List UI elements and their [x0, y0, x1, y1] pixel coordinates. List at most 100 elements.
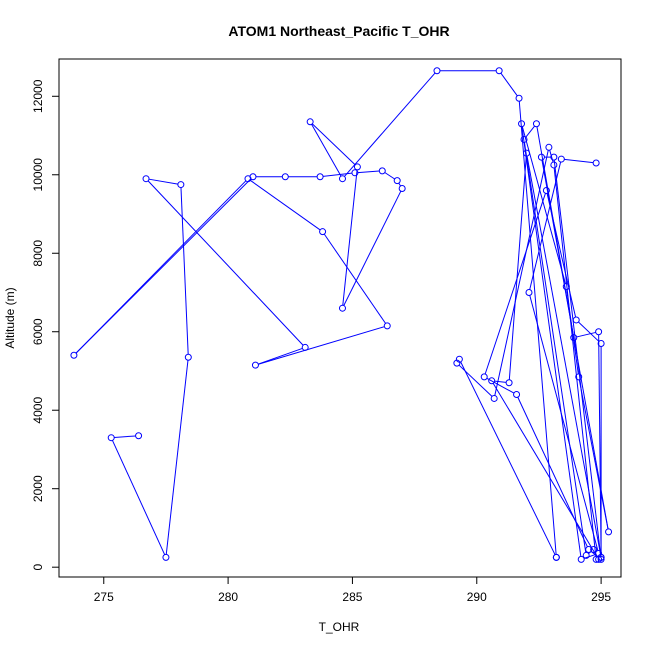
data-point — [537, 153, 545, 161]
data-point — [480, 373, 488, 381]
series-segment — [343, 190, 402, 306]
y-tick-label: 0 — [31, 564, 45, 571]
data-point — [557, 155, 565, 163]
data-point — [319, 228, 327, 236]
data-point — [398, 185, 406, 192]
data-point — [353, 163, 361, 171]
data-point — [378, 167, 386, 175]
data-point — [597, 340, 605, 348]
series-segment — [526, 156, 602, 555]
data-point — [595, 328, 603, 336]
y-tick-label: 2000 — [31, 475, 45, 502]
data-point — [532, 120, 540, 128]
series-segment — [311, 124, 342, 177]
data-point — [162, 553, 170, 561]
x-axis: 275 280 285 290 295 — [94, 576, 611, 604]
data-point — [488, 377, 496, 385]
data-point — [545, 143, 553, 151]
series-segment — [494, 150, 549, 396]
data-point — [249, 173, 257, 181]
data-point — [316, 173, 324, 181]
data-point — [351, 169, 359, 177]
data-point — [135, 432, 143, 440]
y-tick-label: 8000 — [31, 240, 45, 267]
data-point — [550, 161, 558, 169]
y-tick-label: 12000 — [31, 79, 45, 113]
series-segment — [578, 321, 600, 342]
series-segment — [258, 326, 385, 365]
series-segment — [357, 170, 380, 174]
data-point — [525, 288, 533, 296]
data-point — [495, 67, 503, 75]
data-point — [585, 546, 593, 554]
data-point — [184, 353, 192, 361]
data-point — [597, 555, 605, 563]
data-point — [605, 528, 613, 536]
data-point — [107, 434, 115, 442]
data-point — [306, 118, 314, 126]
x-axis-label: T_OHR — [319, 620, 360, 634]
series-segment — [460, 361, 556, 555]
series-segment — [576, 331, 596, 338]
data-point — [582, 551, 590, 559]
y-tick-label: 6000 — [31, 318, 45, 345]
data-point — [515, 94, 523, 102]
series-segment — [114, 435, 136, 438]
x-tick-label: 295 — [591, 590, 611, 604]
data-point — [542, 186, 550, 194]
y-tick-label: 10000 — [31, 158, 45, 192]
data-point — [433, 67, 441, 75]
series-segment — [525, 125, 535, 138]
series-segment — [564, 158, 594, 164]
series-segment — [508, 156, 527, 380]
data-point — [562, 283, 570, 291]
data-point — [251, 361, 259, 369]
data-point — [142, 175, 150, 183]
data-point — [393, 177, 401, 185]
series-segment — [566, 289, 579, 374]
x-tick-label: 280 — [218, 590, 238, 604]
series-segment — [384, 172, 395, 180]
series-segment — [75, 178, 252, 354]
data-point — [552, 553, 560, 561]
series — [70, 67, 613, 563]
series-segment — [486, 377, 515, 394]
series-segment — [500, 72, 518, 97]
series-segment — [541, 159, 609, 530]
data-point — [505, 379, 513, 387]
x-tick-label: 290 — [467, 590, 487, 604]
series-segment — [529, 295, 599, 551]
series-segment — [344, 72, 436, 177]
series-segment — [492, 383, 598, 558]
series-segment — [250, 180, 321, 231]
data-point — [590, 546, 598, 554]
data-point — [70, 351, 78, 359]
y-tick-label: 4000 — [31, 397, 45, 424]
series-segment — [521, 126, 582, 557]
data-point — [383, 322, 391, 330]
series-segment — [523, 142, 587, 553]
series-segment — [578, 379, 609, 530]
series-0 — [70, 67, 613, 563]
data-point — [338, 175, 346, 183]
data-point — [577, 555, 585, 563]
data-point — [595, 549, 603, 557]
series-segment — [180, 187, 189, 355]
data-point — [523, 149, 531, 157]
data-point — [513, 391, 521, 399]
data-point — [490, 394, 498, 402]
chart-title: ATOM1 Northeast_Pacific T_OHR — [228, 23, 449, 39]
series-segment — [494, 380, 507, 383]
data-point — [177, 181, 185, 189]
series-segment — [147, 180, 304, 346]
x-tick-label: 285 — [342, 590, 362, 604]
series-segment — [398, 182, 401, 187]
y-axis: 0 2000 4000 6000 8000 10000 12000 — [31, 79, 60, 571]
series-segment — [311, 123, 356, 166]
data-point — [550, 153, 558, 161]
data-point — [592, 159, 600, 167]
data-point — [338, 304, 346, 312]
data-point — [570, 334, 578, 342]
series-segment — [458, 364, 493, 397]
